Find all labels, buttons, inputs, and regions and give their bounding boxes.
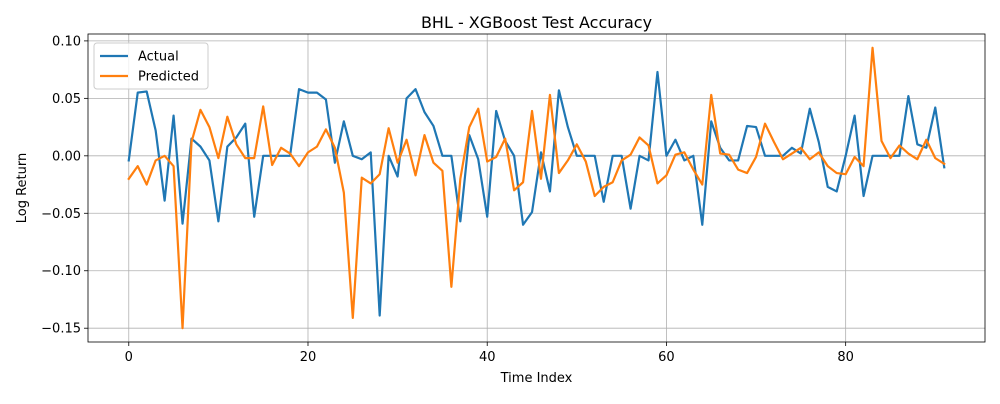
y-tick-label: −0.10: [41, 264, 81, 279]
x-tick-label: 60: [658, 350, 675, 365]
x-tick-label: 0: [125, 350, 133, 365]
legend: Actual Predicted: [93, 42, 209, 90]
axis-ticks: 0 20 40 60 80 −0.15 −0.10 −0.05 0.00 0.05 0.10: [41, 34, 854, 365]
y-axis-label: Log Return: [15, 153, 30, 224]
y-tick-label: 0.05: [52, 92, 81, 107]
legend-label-actual: Actual: [138, 50, 179, 65]
y-tick-label: 0.00: [52, 149, 81, 164]
y-tick-label: 0.10: [52, 34, 81, 49]
chart-title: BHL - XGBoost Test Accuracy: [421, 13, 652, 32]
legend-box: [93, 42, 209, 90]
y-tick-label: −0.15: [41, 322, 81, 337]
legend-label-predicted: Predicted: [138, 70, 199, 85]
x-tick-label: 20: [300, 350, 317, 365]
y-tick-label: −0.05: [41, 207, 81, 222]
gridlines: [88, 34, 985, 342]
series-line-predicted: [127, 46, 946, 330]
plot-frame: [87, 33, 986, 343]
series-line-actual: [127, 70, 946, 317]
x-tick-label: 40: [479, 350, 496, 365]
series-lines: [127, 46, 946, 330]
x-tick-label: 80: [837, 350, 854, 365]
x-axis-label: Time Index: [500, 371, 573, 386]
